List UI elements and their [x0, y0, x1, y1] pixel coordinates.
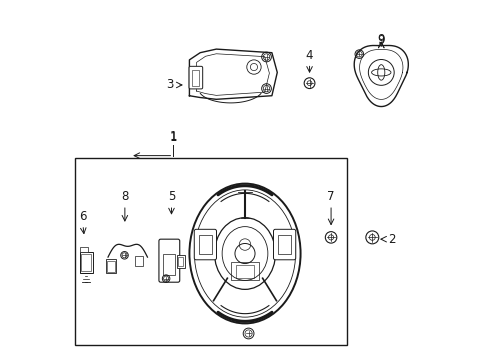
Polygon shape	[354, 45, 408, 107]
Bar	[107, 261, 115, 272]
Bar	[192, 70, 199, 86]
FancyBboxPatch shape	[189, 66, 203, 89]
Bar	[177, 257, 183, 266]
FancyBboxPatch shape	[159, 239, 180, 282]
Text: 7: 7	[327, 190, 335, 203]
Bar	[199, 235, 212, 255]
Text: 8: 8	[121, 190, 128, 203]
Text: 9: 9	[377, 34, 385, 47]
FancyBboxPatch shape	[194, 229, 217, 260]
Bar	[278, 235, 291, 255]
Bar	[81, 253, 91, 271]
Bar	[74, 158, 347, 345]
Text: 3: 3	[166, 78, 173, 91]
Text: 6: 6	[79, 210, 87, 223]
Bar	[106, 259, 116, 273]
Bar	[177, 255, 185, 268]
Text: 1: 1	[170, 131, 177, 144]
Text: 4: 4	[306, 49, 313, 62]
Text: 2: 2	[389, 233, 396, 246]
Bar	[135, 256, 143, 266]
Bar	[163, 253, 175, 275]
Text: 1: 1	[170, 130, 177, 143]
Bar	[236, 265, 254, 278]
Bar	[80, 247, 88, 252]
Text: 9: 9	[377, 32, 385, 45]
Polygon shape	[190, 49, 277, 99]
FancyBboxPatch shape	[273, 229, 296, 260]
Text: 5: 5	[168, 190, 175, 203]
Bar	[231, 262, 259, 280]
Bar	[80, 252, 93, 273]
